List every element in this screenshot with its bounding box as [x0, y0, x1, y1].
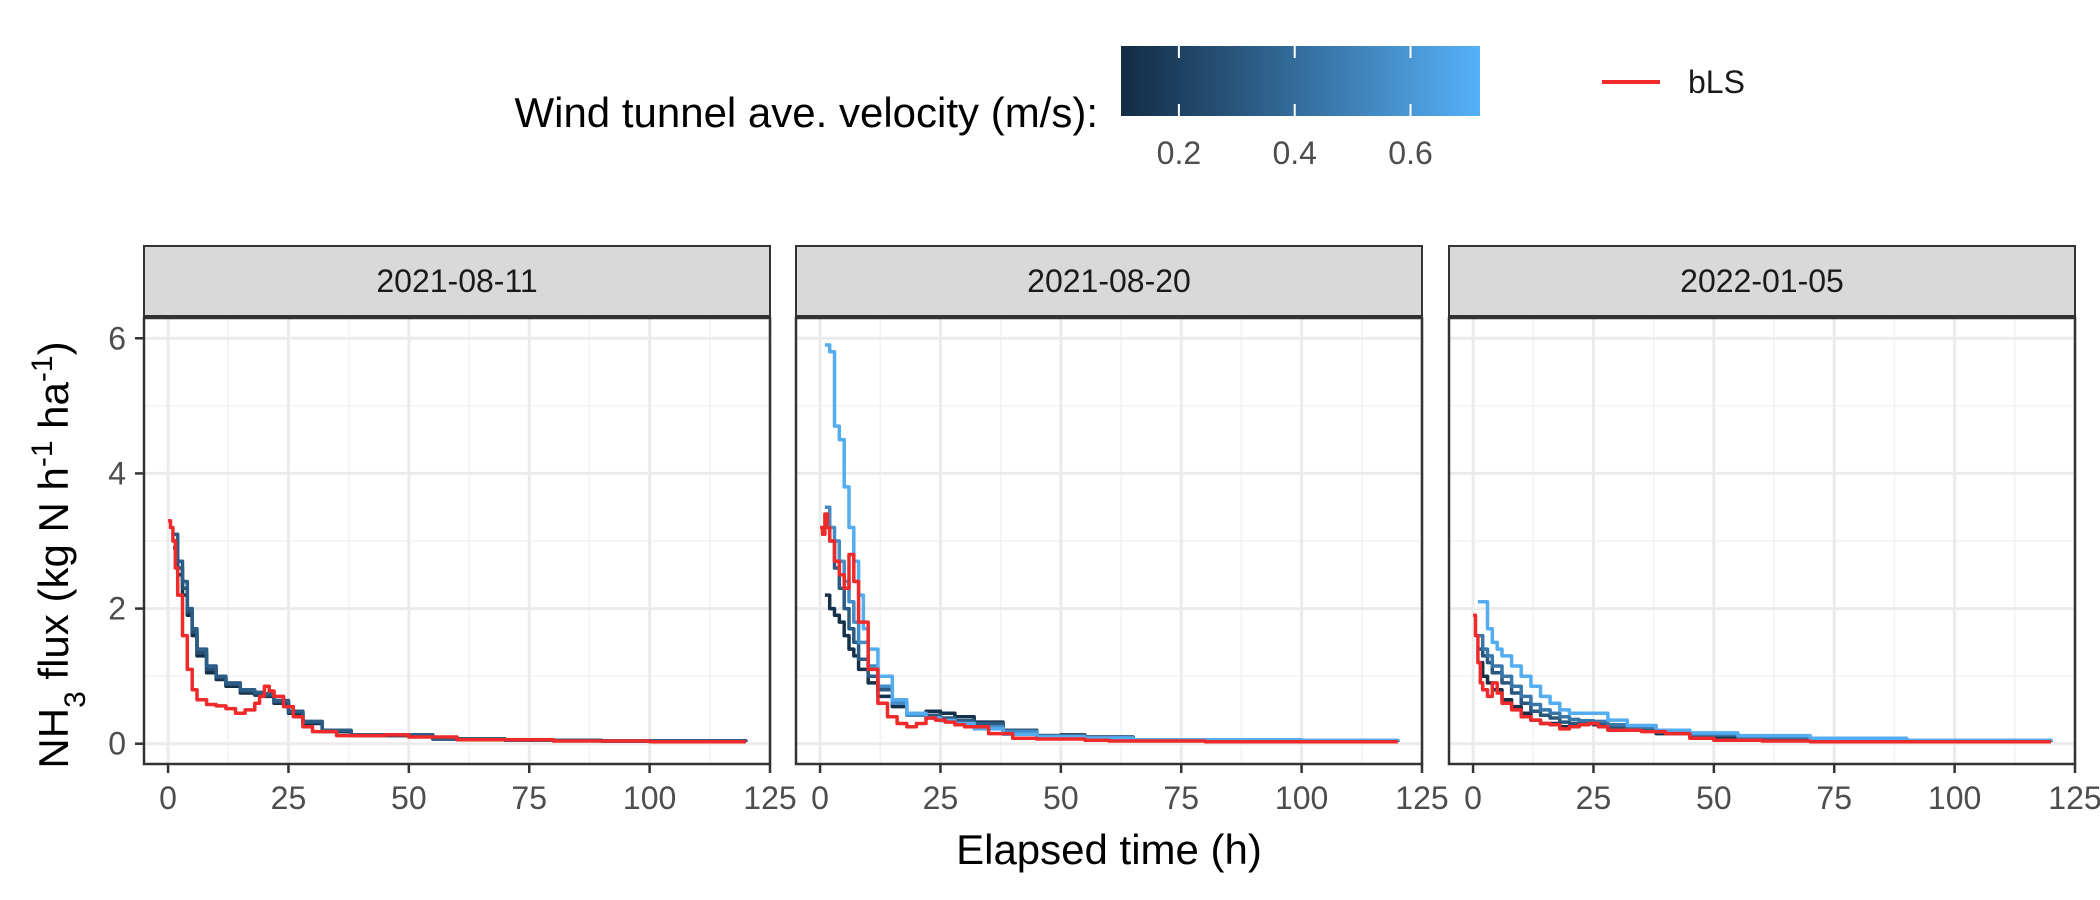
x-tick-label: 0: [159, 780, 177, 816]
x-tick-label: 0: [1464, 780, 1482, 816]
panel-strip-label: 2021-08-11: [376, 263, 537, 299]
gridlines: [1449, 318, 2077, 764]
y-tick-label: 4: [108, 455, 126, 491]
x-tick-label: 100: [1928, 780, 1981, 816]
y-title-subscript: 3: [59, 691, 92, 708]
x-tick-label: 100: [623, 780, 676, 816]
y-axis-title: NH3 flux (kg N h-1 ha-1): [26, 341, 92, 768]
colorbar-ticks: 0.2 0.4 0.6: [1157, 46, 1433, 171]
x-tick-label: 75: [1816, 780, 1852, 816]
y-title-superscript: -1: [26, 440, 59, 467]
gridlines: [144, 318, 772, 764]
panel-border: [794, 316, 1424, 766]
panel-2021-08-11: 2021-08-11 0 25 50 75 100 125 0 2 4 6: [108, 245, 797, 816]
x-tick-label: 125: [743, 780, 796, 816]
panels: 2021-08-11 0 25 50 75 100 125 0 2 4 6 2021-08-20 0 25…: [108, 245, 2100, 816]
panel-strip: [1448, 245, 2076, 317]
panel-strip: [795, 245, 1423, 317]
y-tick-label: 6: [108, 320, 126, 356]
x-tick-label: 100: [1275, 780, 1328, 816]
x-tick-label: 50: [391, 780, 427, 816]
panel-border: [1447, 316, 2077, 766]
x-tick-label: 25: [271, 780, 307, 816]
x-tick-label: 125: [1395, 780, 1448, 816]
x-tick-label: 25: [923, 780, 959, 816]
panel-strip-label: 2022-01-05: [1680, 263, 1844, 299]
colorbar-tick-label: 0.2: [1157, 135, 1201, 171]
x-tick-label: 25: [1576, 780, 1612, 816]
legend: Wind tunnel ave. velocity (m/s): 0.2 0.4 0…: [514, 46, 1745, 171]
colorbar-tick-label: 0.4: [1272, 135, 1316, 171]
panel-border: [142, 316, 772, 766]
x-tick-label: 50: [1696, 780, 1732, 816]
y-tick-label: 2: [108, 591, 126, 627]
x-tick-label: 50: [1043, 780, 1079, 816]
series-line-velocity: [1477, 600, 2053, 743]
x-axis-title: Elapsed time (h): [956, 826, 1262, 873]
series-line-bls: [1473, 613, 2051, 744]
y-title-close: ): [30, 341, 77, 355]
y-tick-label: 0: [108, 726, 126, 762]
bls-legend-label: bLS: [1688, 64, 1745, 100]
series-line-bls: [168, 518, 746, 744]
x-tick-label: 75: [511, 780, 547, 816]
x-tick-label: 0: [811, 780, 829, 816]
y-title-base: NH: [30, 708, 77, 769]
panel-2021-08-20: 2021-08-20 0 25 50 75 100 125: [794, 245, 1449, 816]
panel-strip-label: 2021-08-20: [1027, 263, 1191, 299]
colorbar-tick-label: 0.6: [1388, 135, 1432, 171]
y-title-text: flux (kg N h: [30, 467, 77, 691]
colorbar: [1121, 46, 1480, 116]
y-title-text: ha: [30, 381, 77, 440]
colorbar-title: Wind tunnel ave. velocity (m/s):: [514, 89, 1098, 136]
panel-strip: [143, 245, 771, 317]
panel-2022-01-05: 2022-01-05 0 25 50 75 100 125: [1447, 245, 2100, 816]
y-title-superscript: -1: [26, 355, 59, 382]
series-line-bls: [820, 512, 1398, 744]
x-tick-label: 75: [1163, 780, 1199, 816]
x-tick-label: 125: [2048, 780, 2100, 816]
